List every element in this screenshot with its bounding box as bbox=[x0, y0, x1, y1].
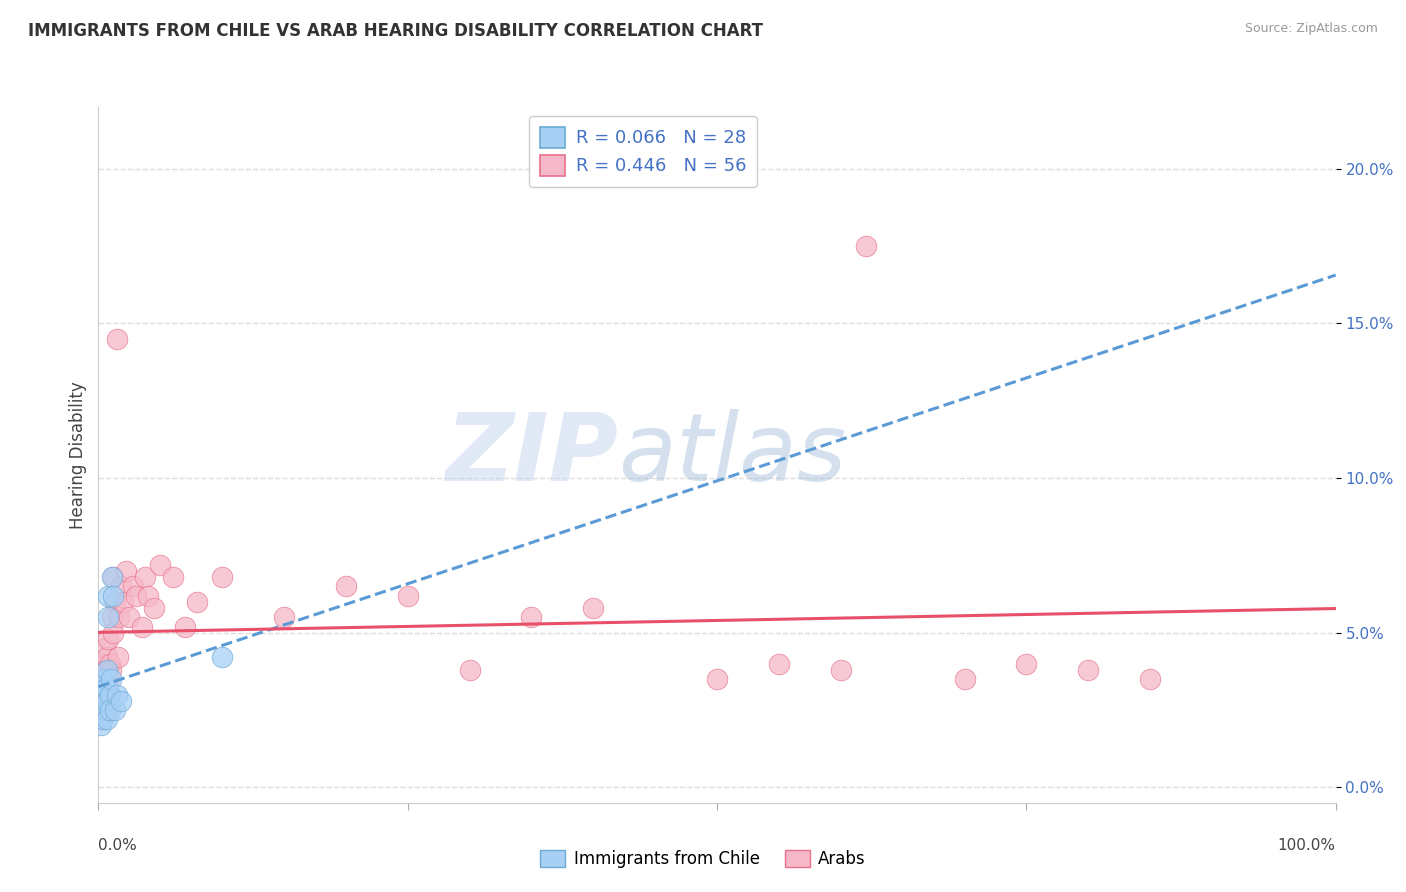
Point bbox=[93, 703, 115, 717]
Point bbox=[143, 601, 166, 615]
Point bbox=[93, 672, 115, 686]
Point bbox=[93, 694, 115, 708]
Point bbox=[458, 663, 481, 677]
Point bbox=[94, 663, 117, 677]
Point bbox=[855, 239, 877, 253]
Point bbox=[103, 570, 125, 584]
Point bbox=[98, 688, 121, 702]
Point bbox=[97, 589, 120, 603]
Point bbox=[103, 589, 125, 603]
Point bbox=[149, 558, 172, 572]
Point bbox=[93, 712, 115, 726]
Text: Source: ZipAtlas.com: Source: ZipAtlas.com bbox=[1244, 22, 1378, 36]
Point bbox=[136, 589, 159, 603]
Point bbox=[91, 678, 114, 692]
Point bbox=[830, 663, 852, 677]
Point bbox=[90, 681, 112, 696]
Point bbox=[582, 601, 605, 615]
Point bbox=[93, 657, 115, 671]
Point bbox=[89, 703, 111, 717]
Point bbox=[131, 619, 153, 633]
Text: atlas: atlas bbox=[619, 409, 846, 500]
Point bbox=[94, 681, 117, 696]
Point bbox=[110, 579, 132, 593]
Text: 0.0%: 0.0% bbox=[98, 838, 138, 854]
Point bbox=[90, 718, 112, 732]
Point bbox=[90, 672, 112, 686]
Y-axis label: Hearing Disability: Hearing Disability bbox=[69, 381, 87, 529]
Point bbox=[100, 672, 122, 686]
Point bbox=[94, 703, 117, 717]
Point bbox=[98, 703, 121, 717]
Point bbox=[94, 688, 117, 702]
Point bbox=[103, 703, 125, 717]
Point bbox=[273, 610, 295, 624]
Point bbox=[107, 650, 129, 665]
Text: ZIP: ZIP bbox=[446, 409, 619, 501]
Legend: R = 0.066   N = 28, R = 0.446   N = 56: R = 0.066 N = 28, R = 0.446 N = 56 bbox=[529, 116, 756, 186]
Point bbox=[93, 681, 115, 696]
Point bbox=[93, 672, 115, 686]
Point bbox=[97, 632, 120, 646]
Point bbox=[100, 663, 122, 677]
Point bbox=[101, 570, 124, 584]
Point bbox=[211, 570, 233, 584]
Point bbox=[706, 672, 728, 686]
Point bbox=[105, 688, 128, 702]
Point bbox=[103, 595, 125, 609]
Point bbox=[114, 564, 136, 578]
Point bbox=[396, 589, 419, 603]
Point bbox=[118, 610, 141, 624]
Point bbox=[134, 570, 156, 584]
Point bbox=[91, 703, 114, 717]
Point bbox=[97, 672, 120, 686]
Point bbox=[93, 688, 115, 702]
Text: 100.0%: 100.0% bbox=[1278, 838, 1336, 854]
Point bbox=[90, 712, 112, 726]
Point bbox=[98, 688, 121, 702]
Point bbox=[91, 694, 114, 708]
Point bbox=[91, 663, 114, 677]
Point bbox=[93, 694, 115, 708]
Point bbox=[1077, 663, 1099, 677]
Point bbox=[98, 657, 121, 671]
Point bbox=[93, 641, 115, 656]
Point bbox=[112, 595, 135, 609]
Point bbox=[211, 650, 233, 665]
Point bbox=[105, 332, 128, 346]
Point bbox=[108, 610, 131, 624]
Point bbox=[96, 694, 118, 708]
Point bbox=[124, 589, 146, 603]
Point bbox=[96, 681, 118, 696]
Point bbox=[96, 712, 118, 726]
Point bbox=[768, 657, 790, 671]
Point bbox=[93, 672, 115, 686]
Point bbox=[520, 610, 543, 624]
Point bbox=[91, 703, 114, 717]
Point bbox=[89, 694, 111, 708]
Point bbox=[186, 595, 208, 609]
Point bbox=[162, 570, 184, 584]
Point bbox=[122, 579, 145, 593]
Point bbox=[335, 579, 357, 593]
Point bbox=[103, 625, 125, 640]
Text: IMMIGRANTS FROM CHILE VS ARAB HEARING DISABILITY CORRELATION CHART: IMMIGRANTS FROM CHILE VS ARAB HEARING DI… bbox=[28, 22, 763, 40]
Point bbox=[93, 688, 115, 702]
Point bbox=[1139, 672, 1161, 686]
Point bbox=[96, 663, 118, 677]
Legend: Immigrants from Chile, Arabs: Immigrants from Chile, Arabs bbox=[534, 843, 872, 875]
Point bbox=[101, 610, 124, 624]
Point bbox=[1015, 657, 1038, 671]
Point bbox=[174, 619, 197, 633]
Point bbox=[97, 610, 120, 624]
Point bbox=[96, 650, 118, 665]
Point bbox=[110, 694, 132, 708]
Point bbox=[953, 672, 976, 686]
